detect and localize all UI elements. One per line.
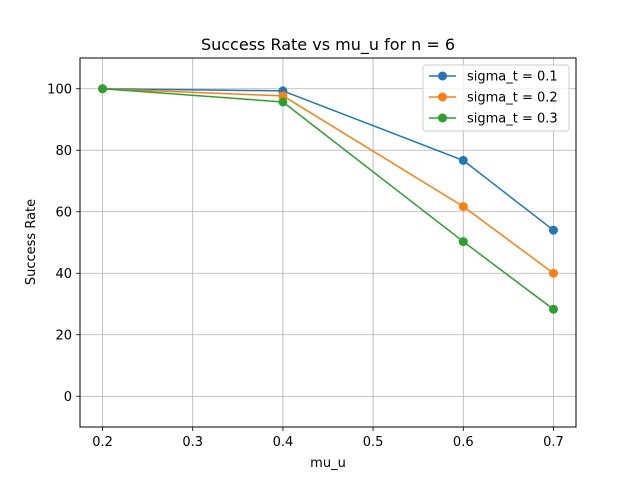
legend-swatch-marker <box>438 71 447 81</box>
y-tick-label: 40 <box>55 267 72 282</box>
y-tick-label: 60 <box>55 205 72 220</box>
chart-title: Success Rate vs mu_u for n = 6 <box>201 35 455 55</box>
legend-label: sigma_t = 0.1 <box>467 70 558 85</box>
x-tick-label: 0.3 <box>182 435 203 450</box>
x-axis-label: mu_u <box>310 456 346 471</box>
series-line <box>102 88 554 274</box>
series-line <box>102 88 554 231</box>
legend-box <box>422 64 570 132</box>
data-point <box>98 84 108 94</box>
data-point <box>458 237 468 247</box>
x-tick-label: 0.4 <box>273 435 294 450</box>
data-point <box>548 304 558 314</box>
series-line <box>102 88 554 310</box>
data-point <box>278 97 288 107</box>
axis-ticks: 0.2 0.3 0.4 0.5 0.6 0.7 0 20 40 60 80 100 <box>47 82 564 450</box>
x-tick-label: 0.6 <box>453 435 474 450</box>
y-tick-label: 100 <box>47 82 72 97</box>
data-point <box>548 268 558 278</box>
legend-swatch-marker <box>438 92 447 102</box>
series-group <box>98 84 558 314</box>
data-point <box>548 225 558 235</box>
legend-label: sigma_t = 0.3 <box>467 112 558 127</box>
grid <box>80 58 576 427</box>
legend: sigma_t = 0.1 sigma_t = 0.2 sigma_t = 0.3 <box>422 64 570 132</box>
y-tick-label: 80 <box>55 144 72 159</box>
data-point <box>458 202 468 212</box>
y-tick-label: 0 <box>64 390 72 405</box>
plot-area-frame <box>79 57 577 428</box>
x-tick-label: 0.7 <box>543 435 564 450</box>
data-point <box>278 91 288 101</box>
y-axis-label: Success Rate <box>24 199 39 285</box>
data-point <box>458 155 468 165</box>
x-tick-label: 0.5 <box>363 435 384 450</box>
series-lines <box>98 84 558 314</box>
legend-label: sigma_t = 0.2 <box>467 91 558 106</box>
y-tick-label: 20 <box>55 328 72 343</box>
x-tick-label: 0.2 <box>92 435 113 450</box>
legend-swatch-marker <box>438 113 447 123</box>
